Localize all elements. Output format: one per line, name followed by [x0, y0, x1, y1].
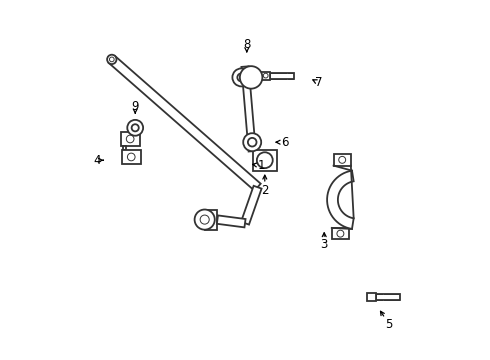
Circle shape [337, 230, 344, 237]
Text: 5: 5 [385, 318, 392, 330]
Text: 1: 1 [257, 159, 265, 172]
Polygon shape [253, 150, 276, 171]
Text: 2: 2 [261, 184, 269, 197]
Polygon shape [122, 150, 141, 164]
Circle shape [107, 55, 117, 64]
Circle shape [200, 215, 209, 224]
Text: 3: 3 [320, 238, 328, 251]
Circle shape [195, 210, 215, 230]
Text: 7: 7 [315, 76, 322, 89]
Polygon shape [368, 293, 376, 301]
Circle shape [339, 156, 345, 163]
Text: 6: 6 [281, 136, 288, 149]
Polygon shape [109, 56, 261, 191]
Circle shape [127, 120, 143, 136]
Polygon shape [261, 72, 270, 80]
Polygon shape [376, 294, 400, 300]
Circle shape [248, 138, 257, 147]
Text: 8: 8 [243, 39, 250, 51]
Polygon shape [242, 66, 256, 152]
Circle shape [109, 57, 114, 62]
Circle shape [237, 73, 245, 81]
Polygon shape [241, 186, 262, 225]
Polygon shape [334, 154, 351, 166]
Circle shape [132, 124, 139, 131]
Text: 9: 9 [131, 100, 139, 113]
Polygon shape [121, 132, 140, 146]
Polygon shape [332, 228, 349, 239]
Circle shape [232, 68, 250, 86]
Circle shape [257, 152, 273, 168]
Circle shape [127, 153, 135, 161]
Circle shape [263, 73, 268, 78]
Circle shape [240, 66, 262, 89]
Polygon shape [217, 215, 245, 228]
Polygon shape [122, 146, 126, 150]
Polygon shape [270, 73, 294, 78]
Polygon shape [327, 171, 354, 229]
Text: 4: 4 [94, 154, 101, 167]
Circle shape [243, 133, 261, 151]
Polygon shape [205, 210, 218, 230]
Circle shape [126, 135, 134, 143]
